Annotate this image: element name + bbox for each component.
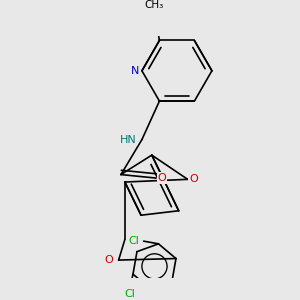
Text: Cl: Cl [129,236,140,246]
Text: O: O [104,255,113,265]
Text: Cl: Cl [125,290,136,299]
Text: CH₃: CH₃ [144,0,164,10]
Text: HN: HN [120,135,137,145]
Text: N: N [131,66,140,76]
Text: O: O [189,174,198,184]
Text: O: O [158,173,166,183]
